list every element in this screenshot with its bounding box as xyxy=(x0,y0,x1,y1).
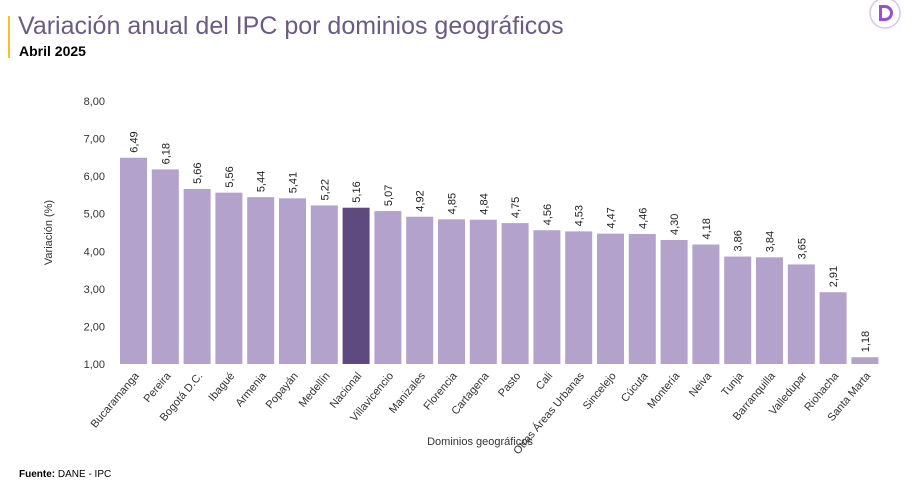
data-label: 4,53 xyxy=(574,205,586,226)
y-tick-label: 6,00 xyxy=(84,171,105,183)
data-label: 4,85 xyxy=(447,193,459,214)
page-subtitle: Abril 2025 xyxy=(19,43,86,59)
bar-ibagu- xyxy=(215,192,243,364)
bar-c-cuta xyxy=(628,234,656,364)
x-tick-label: Ibagué xyxy=(206,370,237,403)
data-label: 4,30 xyxy=(669,214,681,235)
bar-armenia xyxy=(247,197,275,364)
bar-monter-a xyxy=(660,240,688,364)
bar-popay-n xyxy=(279,198,306,364)
y-tick-label: 3,00 xyxy=(84,284,105,296)
bar-santa-marta xyxy=(851,357,879,364)
x-tick-label: Cali xyxy=(534,370,555,392)
data-label: 5,66 xyxy=(192,162,204,183)
data-label: 1,18 xyxy=(860,331,872,352)
x-axis-label: Dominios geográficos xyxy=(427,436,533,448)
data-label: 4,46 xyxy=(637,208,649,229)
bar-valledupar xyxy=(787,264,815,364)
bar-sincelejo xyxy=(597,233,624,364)
source-label: Fuente: xyxy=(19,469,56,480)
bar-neiva xyxy=(692,244,720,364)
y-axis-label: Variación (%) xyxy=(43,200,55,265)
y-tick-label: 1,00 xyxy=(84,359,105,371)
data-label: 2,91 xyxy=(828,266,840,287)
data-label: 4,56 xyxy=(542,204,554,225)
y-tick-label: 2,00 xyxy=(84,321,105,333)
bar-tunja xyxy=(724,256,752,364)
x-tick-label: Bucaramanga xyxy=(89,370,143,431)
data-label: 4,92 xyxy=(415,190,427,211)
data-label: 5,16 xyxy=(351,181,363,202)
x-tick-label: Montería xyxy=(645,370,683,412)
source-note: Fuente: DANE - IPC xyxy=(19,469,111,480)
data-label: 3,84 xyxy=(765,231,777,252)
x-tick-label: Neiva xyxy=(687,370,715,400)
bar-pereira xyxy=(151,169,179,364)
y-tick-label: 5,00 xyxy=(84,209,105,221)
bar-medell-n xyxy=(310,205,338,364)
dane-logo-icon xyxy=(869,0,901,29)
bar-riohacha xyxy=(819,292,847,364)
page-title: Variación anual del IPC por dominios geo… xyxy=(18,12,564,40)
data-label: 5,07 xyxy=(383,185,395,206)
y-tick-label: 7,00 xyxy=(84,134,105,146)
bar-villavicencio xyxy=(374,211,402,364)
data-label: 4,18 xyxy=(701,218,713,239)
x-tick-label: Popayán xyxy=(264,370,301,411)
data-label: 3,86 xyxy=(733,230,745,251)
bar-florencia xyxy=(438,219,465,364)
y-tick-label: 8,00 xyxy=(84,96,105,108)
x-tick-label: Tunja xyxy=(719,370,746,399)
data-label: 5,44 xyxy=(256,171,268,192)
bar-nacional xyxy=(342,207,370,364)
bar-bucaramanga xyxy=(120,157,147,364)
data-label: 4,47 xyxy=(606,207,618,228)
bar-manizales xyxy=(406,216,434,364)
bar-otras-reas-urbanas xyxy=(565,231,593,364)
data-label: 4,75 xyxy=(510,197,522,218)
data-label: 3,65 xyxy=(796,238,808,259)
bar-cartagena xyxy=(469,219,497,364)
x-tick-label: Pereira xyxy=(142,370,175,406)
x-tick-label: Cúcuta xyxy=(619,370,651,405)
data-label: 6,18 xyxy=(160,143,172,164)
data-label: 5,22 xyxy=(319,179,331,200)
x-tick-label: Pasto xyxy=(496,370,523,399)
data-label: 4,84 xyxy=(478,193,490,214)
x-tick-label: Sincelejo xyxy=(581,370,619,412)
data-label: 6,49 xyxy=(129,131,141,152)
title-accent-bar xyxy=(8,16,10,58)
y-tick-label: 4,00 xyxy=(84,246,105,258)
bar-pasto xyxy=(501,223,529,364)
bar-barranquilla xyxy=(756,257,783,364)
bar-bogot-d-c- xyxy=(183,188,211,364)
data-label: 5,41 xyxy=(288,172,300,193)
source-value: DANE - IPC xyxy=(57,469,112,480)
data-label: 5,56 xyxy=(224,166,236,187)
bar-cali xyxy=(533,230,561,364)
